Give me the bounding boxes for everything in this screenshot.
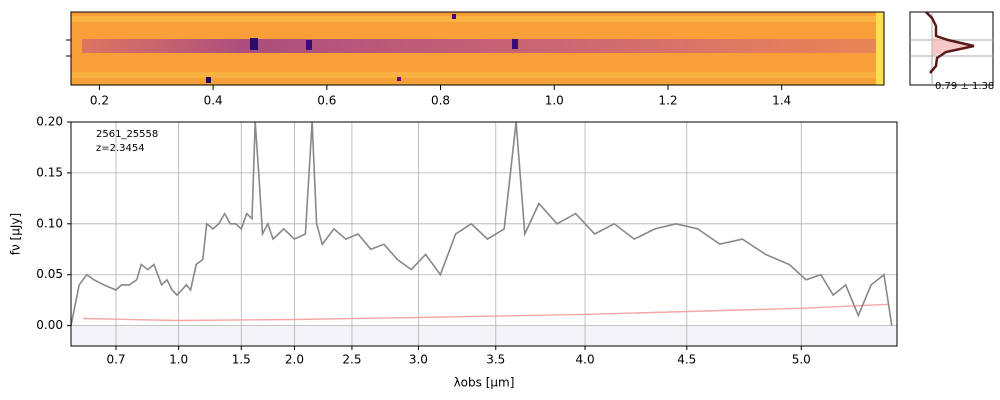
heatmap-blob (452, 14, 456, 19)
x-tick-label: 0.6 (317, 94, 336, 108)
x-tick-label: 3.0 (409, 353, 428, 367)
spectrum-2d (66, 11, 885, 86)
x-tick-label: 0.2 (90, 94, 109, 108)
x-tick-label: 2.0 (285, 353, 304, 367)
heatmap-blob (397, 77, 401, 81)
annotation: 2561_25558 (96, 129, 158, 140)
y-tick-label: 0.05 (36, 267, 63, 281)
heatmap-blob (512, 39, 518, 49)
y-tick-label: 0.20 (36, 115, 63, 129)
heatmap-trace (82, 39, 884, 53)
plot-frame (70, 121, 898, 347)
spectrum-1d: 0.00 0.05 0.10 0.15 0.20 0.7 1.0 1.5 2.0 2.5 3.0 3.… (9, 115, 898, 390)
hist-frame (909, 11, 994, 86)
hist-fill (932, 38, 974, 56)
spectrum-line (82, 303, 890, 322)
y-tick-label: 0.10 (36, 216, 63, 230)
histogram-panel: 0.79 ± 1.38 (909, 11, 994, 92)
x-tick-label: 4.0 (576, 353, 595, 367)
y-axis-label: fν [μJy] (9, 213, 23, 255)
hist-curve (925, 11, 975, 74)
x-tick-label: 1.2 (658, 94, 677, 108)
x-axis-label: λobs [μm] (454, 376, 515, 390)
heatmap-blob (206, 77, 211, 83)
x-tick-label: 1.4 (772, 94, 791, 108)
x-tick-label: 4.5 (677, 353, 696, 367)
below-zero-fill (71, 326, 897, 346)
x-tick-label: 1.0 (545, 94, 564, 108)
x-tick-label: 1.5 (232, 353, 251, 367)
heatmap-blob (250, 38, 258, 50)
heatmap-row (71, 72, 884, 78)
x-tick-label: 0.8 (431, 94, 450, 108)
x-tick-label: 5.0 (792, 353, 811, 367)
x-tick-label: 0.7 (106, 353, 125, 367)
y-tick-label: 0.15 (36, 165, 63, 179)
heatmap-row (71, 16, 884, 22)
x-tick-label: 0.4 (204, 94, 223, 108)
x-tick-label: 1.0 (169, 353, 188, 367)
x-tick-label: 3.5 (486, 353, 505, 367)
heatmap-frame (70, 11, 885, 86)
heatmap-edge (876, 12, 884, 85)
annotation: z=2.3454 (96, 143, 145, 154)
y-tick-label: 0.00 (36, 318, 63, 332)
spectrum-line (71, 122, 893, 326)
heatmap-blob (306, 40, 312, 50)
hist-label: 0.79 ± 1.38 (935, 81, 994, 92)
x-tick-label: 2.5 (342, 353, 361, 367)
